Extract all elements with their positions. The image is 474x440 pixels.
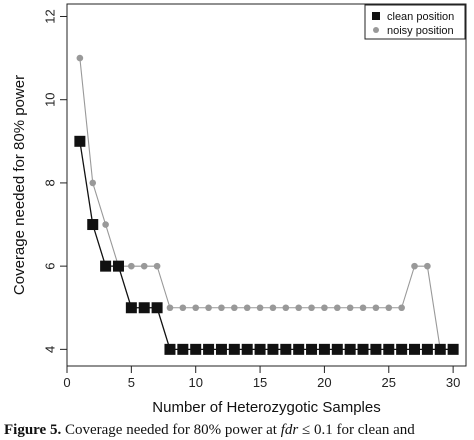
clean-point: [138, 302, 150, 314]
legend: clean position noisy position: [364, 4, 466, 40]
clean-point: [254, 343, 266, 355]
legend-label: clean position: [387, 11, 454, 23]
clean-point: [177, 343, 189, 355]
x-tick-label: 25: [382, 375, 396, 390]
noisy-point: [333, 304, 341, 312]
clean-point: [409, 343, 421, 355]
clean-point: [293, 343, 305, 355]
clean-series-line: [79, 141, 454, 351]
clean-point: [318, 343, 330, 355]
noisy-point: [192, 304, 200, 312]
chart: 0 5 10 15 20 25 30 4 6 8 10 12 clean position noisy …: [11, 3, 467, 416]
y-tick-label: 8: [42, 179, 57, 186]
noisy-point: [218, 304, 225, 312]
noisy-point: [359, 304, 367, 312]
noisy-point: [166, 304, 174, 312]
clean-point: [357, 343, 369, 355]
clean-point: [370, 343, 382, 355]
plot-frame: [66, 3, 467, 367]
clean-point: [434, 343, 446, 355]
noisy-point: [231, 304, 238, 312]
clean-point: [125, 302, 137, 314]
noisy-point: [385, 304, 393, 312]
noisy-point: [424, 262, 431, 270]
axes: 0 5 10 15 20 25 30 4 6 8 10 12: [42, 9, 460, 390]
caption-fdr: fdr: [280, 422, 299, 438]
noisy-point: [102, 221, 109, 228]
legend-noisy-marker: [373, 27, 379, 33]
clean-point: [383, 343, 395, 355]
clean-point: [87, 219, 99, 231]
noisy-point: [321, 304, 328, 312]
noisy-point: [372, 304, 380, 312]
clean-point: [331, 343, 343, 355]
legend-label: noisy position: [387, 25, 454, 37]
caption-label: Figure 5.: [4, 422, 62, 438]
legend-clean-marker: [372, 12, 380, 20]
x-axis-title: Number of Heterozygotic Samples: [152, 399, 380, 416]
caption-text-before: Coverage needed for 80% power at: [61, 422, 281, 438]
noisy-point: [346, 304, 354, 312]
clean-point: [396, 343, 408, 355]
y-tick-label: 10: [42, 92, 57, 106]
figure-caption: Figure 5. Coverage needed for 80% power …: [4, 422, 474, 439]
clean-point: [228, 343, 240, 355]
noisy-point: [269, 304, 277, 312]
clean-point: [344, 343, 356, 355]
noisy-point: [308, 304, 315, 312]
clean-point: [267, 343, 279, 355]
series-markers: [74, 54, 459, 355]
noisy-point: [153, 262, 161, 270]
noisy-point: [205, 304, 212, 312]
x-tick-label: 0: [63, 375, 70, 390]
clean-point: [190, 343, 202, 355]
clean-point: [100, 260, 112, 272]
clean-point: [112, 260, 124, 272]
noisy-point: [411, 262, 418, 270]
noisy-point: [76, 54, 84, 62]
noisy-point: [256, 304, 264, 312]
clean-point: [203, 343, 215, 355]
noisy-point: [140, 262, 148, 270]
y-axis-title: Coverage needed for 80% power: [11, 75, 28, 295]
noisy-point: [398, 304, 405, 312]
clean-point: [74, 135, 86, 147]
noisy-point: [295, 304, 302, 312]
y-tick-label: 12: [42, 9, 57, 23]
noisy-point: [282, 304, 290, 312]
clean-point: [241, 343, 253, 355]
clean-point: [447, 343, 459, 355]
clean-point: [306, 343, 318, 355]
noisy-point: [128, 262, 135, 270]
clean-point: [215, 343, 227, 355]
x-tick-label: 5: [128, 375, 135, 390]
clean-point: [164, 343, 176, 355]
y-tick-label: 4: [42, 346, 57, 353]
legend-box: [364, 4, 466, 40]
noisy-point: [179, 304, 187, 312]
y-tick-label: 6: [42, 263, 57, 270]
clean-point: [421, 343, 433, 355]
x-tick-label: 15: [253, 375, 267, 390]
x-tick-label: 10: [188, 375, 202, 390]
noisy-point: [89, 179, 97, 187]
x-tick-label: 20: [317, 375, 331, 390]
clean-point: [280, 343, 292, 355]
noisy-point: [243, 304, 251, 312]
clean-point: [151, 302, 163, 314]
x-tick-label: 30: [446, 375, 460, 390]
caption-text-after: ≤ 0.1 for clean and: [298, 422, 415, 438]
